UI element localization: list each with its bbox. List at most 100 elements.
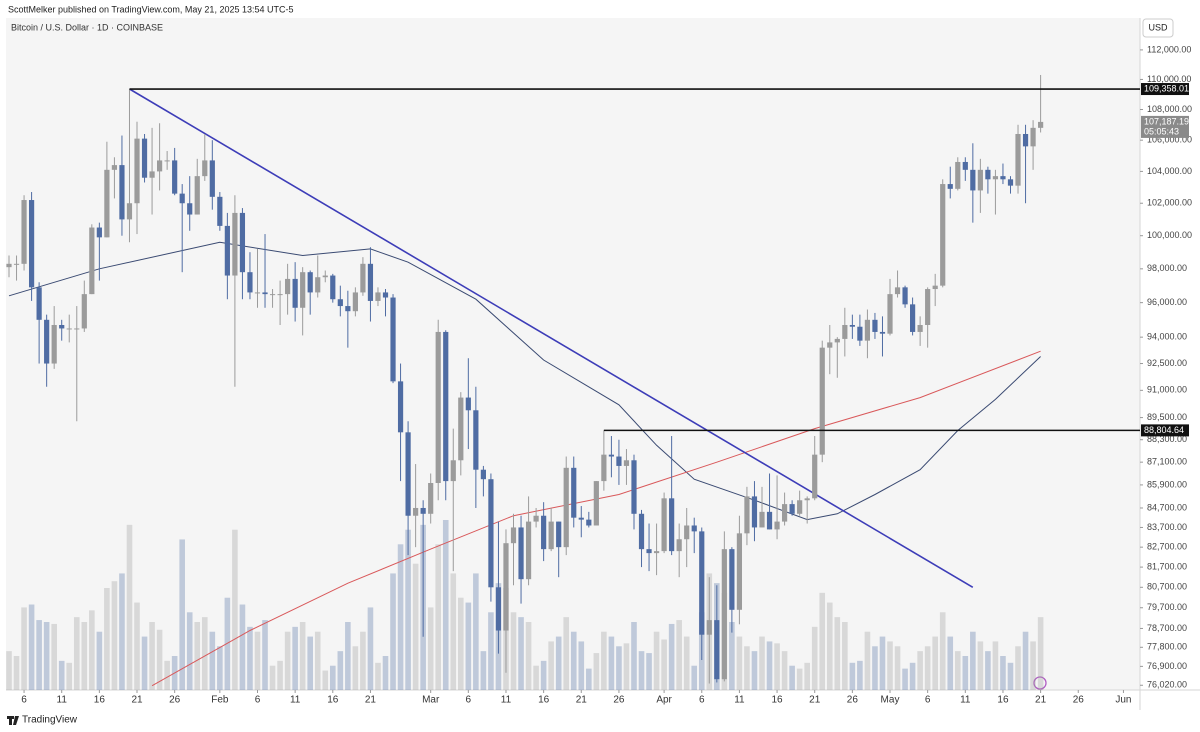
plot-area bbox=[6, 18, 1140, 690]
level-tag bbox=[1141, 83, 1189, 96]
volume-bar bbox=[977, 641, 984, 690]
candle-body bbox=[638, 513, 645, 550]
candle-body bbox=[1007, 179, 1014, 186]
volume-bar bbox=[352, 646, 359, 690]
candle-body bbox=[759, 511, 765, 528]
volume-bar bbox=[179, 539, 185, 690]
level-tag bbox=[1141, 424, 1189, 437]
candle-body bbox=[28, 200, 35, 288]
volume-bar bbox=[89, 610, 95, 690]
candle-body bbox=[541, 515, 547, 550]
candle-body bbox=[879, 331, 886, 334]
candle-body bbox=[179, 193, 185, 204]
x-tick-label: Apr bbox=[656, 695, 672, 706]
x-tick-label: 16 bbox=[327, 695, 339, 706]
volume-bar bbox=[774, 643, 780, 690]
candle-body bbox=[375, 292, 381, 301]
x-tick-label: Mar bbox=[422, 695, 440, 706]
candle-body bbox=[857, 326, 863, 341]
volume-bar bbox=[397, 544, 404, 690]
candle-body bbox=[330, 275, 336, 300]
y-tick-label: 106,000.00 bbox=[1147, 135, 1192, 145]
candle-body bbox=[894, 287, 901, 295]
candle-body bbox=[413, 507, 419, 516]
candle-body bbox=[955, 161, 961, 189]
volume-bar bbox=[857, 660, 863, 690]
overlay-line bbox=[129, 88, 974, 588]
volume-bar bbox=[683, 636, 690, 690]
currency[interactable]: USD bbox=[1148, 22, 1168, 32]
candle-body bbox=[465, 397, 471, 411]
x-tick-label: Jun bbox=[1115, 695, 1131, 706]
candle-body bbox=[849, 324, 855, 327]
volume-bar bbox=[284, 631, 291, 690]
candle-body bbox=[571, 467, 577, 518]
volume-bar bbox=[804, 662, 810, 690]
candle-body bbox=[932, 285, 938, 290]
candle-body bbox=[285, 278, 291, 295]
volume-bar bbox=[834, 617, 841, 690]
volume-bar bbox=[345, 622, 351, 690]
volume-bar bbox=[970, 631, 976, 690]
candle-body bbox=[157, 160, 163, 172]
alert-icon[interactable] bbox=[1033, 676, 1047, 690]
volume-bar bbox=[789, 665, 795, 690]
volume-bar bbox=[653, 631, 660, 690]
y-tick-label: 98,000.00 bbox=[1147, 263, 1187, 273]
volume-bar bbox=[201, 617, 208, 690]
candle-body bbox=[970, 169, 976, 191]
candle-body bbox=[66, 328, 72, 330]
y-tick-label: 76,020.00 bbox=[1147, 680, 1187, 690]
candle-body bbox=[563, 467, 569, 548]
volume-bar bbox=[435, 544, 442, 690]
candle-body bbox=[232, 212, 238, 276]
y-tick-label: 87,100.00 bbox=[1147, 457, 1187, 467]
volume-bar bbox=[186, 612, 193, 690]
y-tick-label: 81,700.00 bbox=[1147, 561, 1187, 571]
volume-bar bbox=[518, 617, 524, 690]
candle-body bbox=[134, 138, 140, 204]
candle-body bbox=[751, 496, 758, 528]
candle-body bbox=[774, 521, 780, 530]
x-tick-label: 11 bbox=[57, 695, 68, 706]
candle-body bbox=[744, 496, 750, 534]
volume-bar bbox=[247, 626, 253, 690]
x-tick-label: 16 bbox=[538, 695, 550, 706]
volume-bar bbox=[533, 665, 539, 690]
candle-body bbox=[608, 454, 614, 457]
volume-bar bbox=[164, 660, 170, 690]
candle-body bbox=[797, 500, 803, 514]
candle-body bbox=[164, 160, 170, 162]
volume-bar bbox=[744, 646, 750, 690]
candle-body bbox=[141, 138, 148, 178]
candle-body bbox=[503, 543, 509, 631]
volume-bar bbox=[81, 622, 88, 690]
candle-body bbox=[812, 454, 818, 499]
volume-bar bbox=[555, 636, 562, 690]
candle-body bbox=[902, 287, 908, 305]
volume-bar bbox=[781, 651, 788, 690]
volume-bar bbox=[126, 524, 133, 690]
candle-body bbox=[6, 263, 12, 268]
volume-bar bbox=[299, 622, 306, 690]
volume-bar bbox=[269, 665, 276, 690]
x-tick-label: 26 bbox=[169, 695, 181, 706]
publisher: ScottMelker published on TradingView.com… bbox=[8, 4, 294, 14]
candle-body bbox=[262, 292, 268, 295]
volume-bar bbox=[1037, 617, 1044, 690]
candle-body bbox=[224, 225, 230, 276]
candle-body bbox=[510, 527, 517, 544]
candle-body bbox=[819, 347, 825, 455]
currency-box[interactable] bbox=[1142, 18, 1174, 38]
x-tick-label: 6 bbox=[21, 695, 27, 706]
y-tick-label: 76,900.00 bbox=[1147, 661, 1187, 671]
y-tick-label: 104,000.00 bbox=[1147, 166, 1192, 176]
volume-bar bbox=[375, 662, 381, 690]
y-tick-label: 77,800.00 bbox=[1147, 642, 1187, 652]
candle-body bbox=[337, 299, 343, 307]
volume-bar bbox=[751, 651, 758, 690]
volume-bar bbox=[510, 612, 517, 690]
volume-bar bbox=[254, 631, 261, 690]
volume-bar bbox=[819, 592, 826, 690]
